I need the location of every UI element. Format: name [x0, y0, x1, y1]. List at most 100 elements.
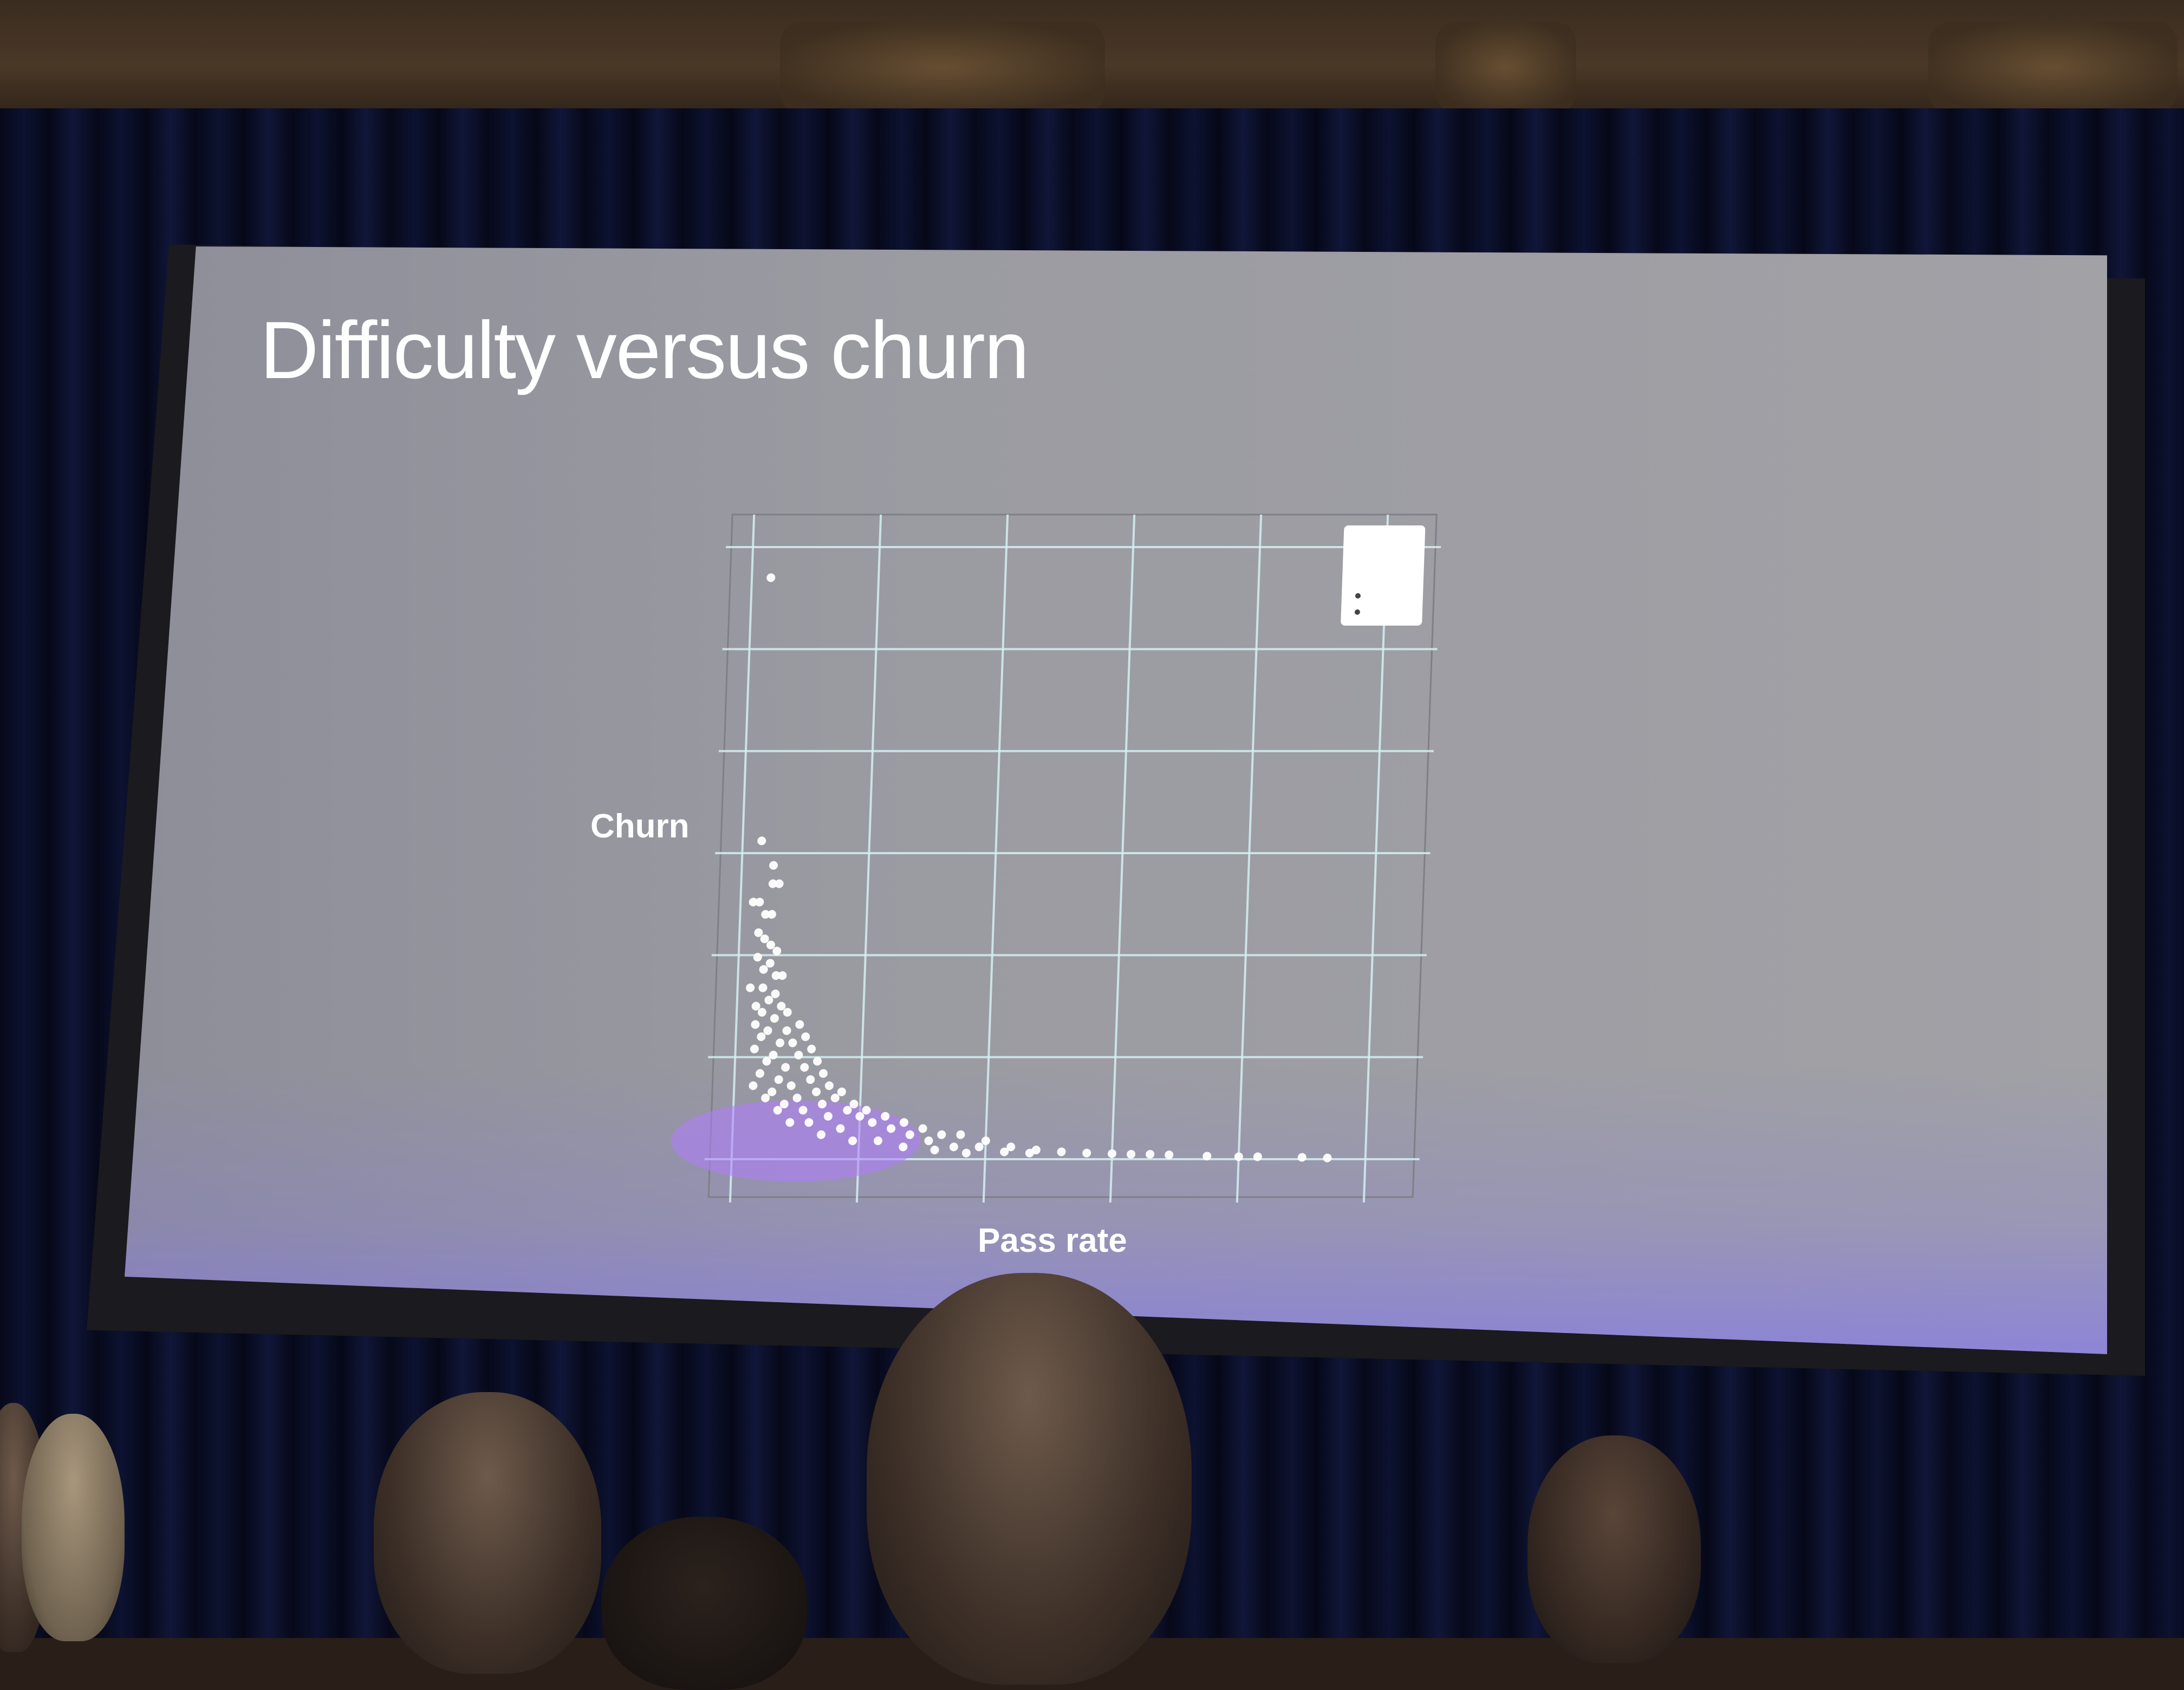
scatter-point	[806, 1075, 815, 1084]
scatter-point	[801, 1032, 810, 1041]
scatter-point	[1057, 1147, 1066, 1156]
chart-grid	[704, 514, 1441, 1202]
grid-line-vertical	[1362, 515, 1389, 1202]
scatter-point	[1323, 1153, 1332, 1162]
scatter-point	[762, 1057, 771, 1066]
scatter-point	[766, 940, 775, 950]
legend-marker	[1355, 593, 1361, 599]
scatter-point	[1165, 1150, 1174, 1160]
scatter-point	[769, 861, 778, 870]
audience-head-2	[22, 1414, 125, 1641]
grid-line-vertical	[1109, 515, 1136, 1202]
chart-points	[671, 573, 1332, 1182]
grid-line-vertical	[1236, 515, 1263, 1202]
scatter-point	[786, 1081, 796, 1090]
scatter-point	[1025, 1148, 1034, 1158]
scatter-point	[781, 1063, 790, 1072]
scatter-point	[783, 1007, 792, 1017]
scatter-point	[788, 1038, 797, 1048]
scatter-point	[800, 1063, 809, 1072]
scatter-point	[1006, 1142, 1016, 1152]
scatter-point	[771, 989, 780, 998]
scatter-point	[798, 1106, 808, 1115]
scatter-point	[751, 1002, 760, 1011]
scatter-point	[763, 1026, 772, 1035]
scatter-point	[771, 971, 781, 980]
grid-line-vertical	[982, 515, 1009, 1202]
scatter-point	[824, 1081, 834, 1090]
scatter-point	[792, 1094, 802, 1102]
slide-title: Difficulty versus churn	[260, 304, 1029, 395]
scatter-point	[749, 898, 758, 907]
scatter-point	[873, 1136, 882, 1146]
audience-head-4	[601, 1517, 807, 1690]
x-axis-label: Pass rate	[978, 1222, 1127, 1259]
scatter-point	[764, 996, 774, 1005]
scatter-point	[761, 1094, 770, 1102]
scatter-point	[759, 965, 768, 974]
scatter-point	[1031, 1146, 1041, 1155]
legend-box	[1341, 525, 1426, 626]
scatter-point	[765, 959, 775, 968]
scatter-point	[974, 1142, 984, 1152]
legend-marker	[1354, 609, 1360, 615]
scatter-point	[778, 971, 787, 980]
scatter-point	[772, 946, 782, 955]
scatter-point	[782, 1026, 791, 1035]
scatter-point	[777, 1002, 786, 1011]
scatter-point	[757, 1032, 766, 1041]
scatter-point	[785, 1118, 795, 1127]
ceiling-ornament-right	[1928, 22, 2178, 114]
y-axis-label: Churn	[590, 808, 690, 845]
scatter-point	[775, 879, 784, 888]
scatter-point	[750, 1044, 759, 1054]
scatter-point	[812, 1087, 821, 1096]
scatter-point	[849, 1100, 859, 1109]
scatter-point	[755, 1069, 764, 1078]
scatter-point	[862, 1106, 871, 1115]
audience-head-6	[1528, 1435, 1701, 1663]
plot-area-border	[707, 514, 1438, 1198]
scatter-point	[1297, 1153, 1306, 1162]
scatter-point	[918, 1124, 927, 1133]
audience-head-3	[374, 1392, 601, 1674]
scatter-point	[774, 1075, 783, 1084]
scatter-point	[757, 1007, 766, 1017]
scatter-point	[1107, 1149, 1116, 1158]
scatter-point	[905, 1130, 914, 1139]
scatter-point	[770, 1014, 779, 1023]
scatter-point	[818, 1069, 828, 1078]
scatter-point	[937, 1130, 946, 1139]
scatter-point	[755, 898, 764, 907]
grid-line-vertical	[729, 515, 756, 1202]
scatter-point	[757, 836, 766, 846]
scatter-point	[836, 1124, 845, 1133]
scatter-point	[767, 910, 776, 919]
scatter-point	[930, 1146, 939, 1155]
scatter-point	[830, 1094, 840, 1102]
scatter-point	[753, 953, 762, 962]
ceiling-ornament-center	[1435, 22, 1576, 114]
scatter-point	[855, 1112, 864, 1121]
scatter-point	[804, 1118, 814, 1127]
scatter-point	[837, 1087, 846, 1096]
scatter-point	[1234, 1152, 1243, 1161]
scatter-point	[760, 934, 769, 944]
scatter-point	[746, 983, 755, 992]
scatter-point	[881, 1112, 890, 1121]
scatter-chart-svg	[671, 514, 1441, 1202]
scatter-point	[843, 1106, 852, 1115]
scatter-point	[981, 1136, 990, 1146]
scatter-point	[751, 1020, 760, 1029]
point-density-cluster	[671, 1100, 920, 1182]
scatter-point	[899, 1118, 908, 1127]
audience-head-5	[867, 1273, 1192, 1685]
scatter-plot	[671, 514, 1442, 1202]
scatter-point	[795, 1020, 804, 1029]
scatter-point	[868, 1118, 877, 1127]
scatter-point	[754, 928, 763, 937]
scatter-point	[848, 1136, 857, 1146]
scatter-point	[766, 573, 776, 582]
scatter-point	[956, 1130, 965, 1139]
scatter-point	[817, 1100, 827, 1109]
